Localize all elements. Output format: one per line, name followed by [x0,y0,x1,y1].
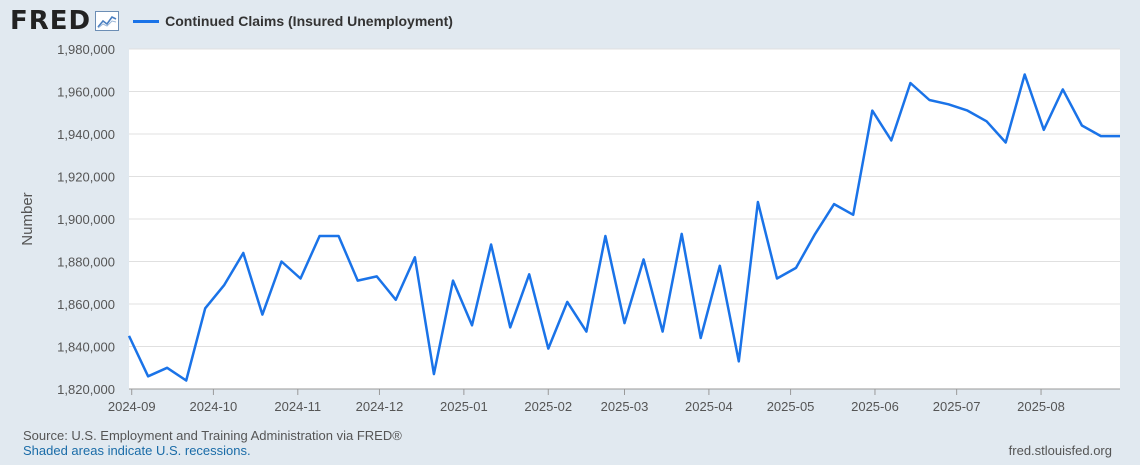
chart-header: FRED Continued Claims (Insured Unemploym… [10,6,453,36]
data-point[interactable] [774,276,780,282]
series-layer [126,72,1123,384]
data-point[interactable] [831,201,837,207]
data-point[interactable] [1117,133,1123,139]
x-axis-ticks: 2024-09 2024-10 2024-11 2024-12 2025-01 2025-… [108,389,1065,414]
chart-footer: Source: U.S. Employment and Training Adm… [23,428,402,458]
data-point[interactable] [183,378,189,384]
x-tick-label: 2025-01 [440,399,488,414]
data-point[interactable] [564,299,570,305]
y-tick-label: 1,820,000 [57,382,115,397]
data-point[interactable] [393,297,399,303]
fred-graph-icon [95,11,120,31]
data-point[interactable] [660,329,666,335]
y-tick-label: 1,960,000 [57,85,115,100]
data-point[interactable] [374,273,380,279]
data-point[interactable] [545,346,551,352]
chart-legend[interactable]: Continued Claims (Insured Unemployment) [133,13,453,29]
data-point[interactable] [1041,127,1047,133]
data-point[interactable] [698,335,704,341]
x-tick-label: 2024-09 [108,399,156,414]
data-point[interactable] [202,305,208,311]
data-point[interactable] [526,271,532,277]
legend-label: Continued Claims (Insured Unemployment) [165,13,453,29]
data-point[interactable] [298,276,304,282]
x-tick-label: 2025-04 [685,399,733,414]
data-point[interactable] [259,312,265,318]
series-line[interactable] [127,73,1120,382]
x-tick-label: 2025-02 [524,399,572,414]
data-point[interactable] [622,320,628,326]
data-point[interactable] [1098,133,1104,139]
data-point[interactable] [336,233,342,239]
data-point[interactable] [1022,72,1028,78]
x-tick-label: 2025-05 [767,399,815,414]
site-link[interactable]: fred.stlouisfed.org [1008,443,1112,458]
data-point[interactable] [507,324,513,330]
data-point[interactable] [945,101,951,107]
y-tick-label: 1,880,000 [57,255,115,270]
data-point[interactable] [145,373,151,379]
data-point[interactable] [755,199,761,205]
data-point[interactable] [164,365,170,371]
y-tick-label: 1,900,000 [57,212,115,227]
data-point[interactable] [126,333,132,339]
x-tick-label: 2025-06 [851,399,899,414]
x-tick-label: 2025-03 [601,399,649,414]
data-point[interactable] [907,80,913,86]
data-point[interactable] [488,242,494,248]
y-axis-ticks: 1,820,000 1,840,000 1,860,000 1,880,000 1,90… [57,42,115,397]
data-point[interactable] [1003,140,1009,146]
data-point[interactable] [1060,86,1066,92]
data-point[interactable] [812,231,818,237]
data-point[interactable] [317,233,323,239]
data-point[interactable] [641,256,647,262]
x-tick-label: 2024-10 [190,399,238,414]
data-point[interactable] [583,329,589,335]
data-point[interactable] [869,108,875,114]
source-note: Source: U.S. Employment and Training Adm… [23,428,402,443]
x-tick-label: 2024-11 [274,399,321,414]
data-point[interactable] [793,265,799,271]
data-point[interactable] [221,282,227,288]
data-point[interactable] [240,250,246,256]
y-tick-label: 1,840,000 [57,340,115,355]
data-point[interactable] [679,231,685,237]
data-point[interactable] [965,108,971,114]
data-point[interactable] [431,371,437,377]
data-point[interactable] [412,254,418,260]
y-axis-label: Number [19,192,36,245]
data-point[interactable] [984,118,990,124]
data-point[interactable] [926,97,932,103]
x-tick-label: 2025-08 [1017,399,1065,414]
y-tick-label: 1,940,000 [57,127,115,142]
recession-note[interactable]: Shaded areas indicate U.S. recessions. [23,443,251,458]
data-point[interactable] [1079,123,1085,129]
data-point[interactable] [450,278,456,284]
data-point[interactable] [717,263,723,269]
y-tick-label: 1,980,000 [57,42,115,57]
fred-logo[interactable]: FRED [10,6,92,36]
y-tick-label: 1,920,000 [57,170,115,185]
y-tick-label: 1,860,000 [57,297,115,312]
data-point[interactable] [850,212,856,218]
x-tick-label: 2024-12 [356,399,404,414]
data-point[interactable] [469,322,475,328]
data-point[interactable] [888,137,894,143]
legend-line-swatch [133,19,160,23]
data-point[interactable] [736,358,742,364]
data-point[interactable] [602,233,608,239]
data-point[interactable] [355,278,361,284]
x-tick-label: 2025-07 [933,399,981,414]
data-point[interactable] [278,259,284,265]
